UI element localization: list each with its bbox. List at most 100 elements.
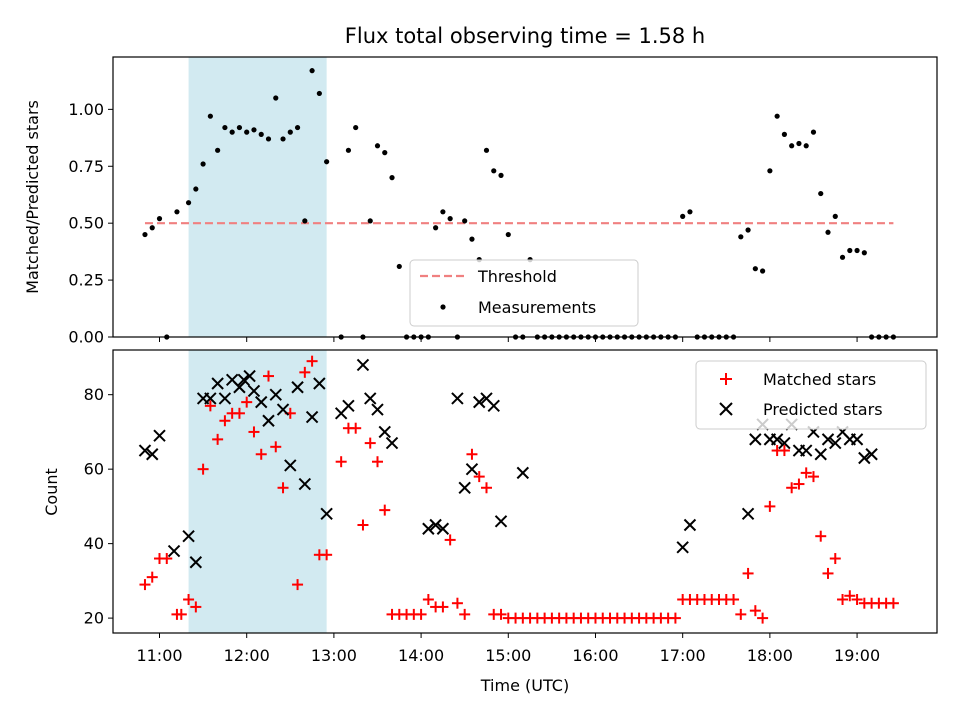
matched-star-marker: [255, 448, 267, 460]
predicted-star-marker: [865, 448, 878, 461]
matched-star-marker: [851, 593, 863, 605]
threshold-legend-label: Threshold: [477, 267, 557, 286]
measurement-point: [462, 218, 468, 224]
bottom-y-tick-label: 40: [84, 534, 104, 553]
measurement-point: [825, 229, 831, 235]
matched-star-marker: [735, 608, 747, 620]
matched-star-marker: [277, 482, 289, 494]
measurement-point: [854, 247, 860, 254]
chart-title: Flux total observing time = 1.58 h: [345, 24, 705, 48]
matched-star-marker: [248, 426, 260, 438]
matched-star-marker: [190, 601, 202, 613]
top-y-tick-label: 0.75: [68, 157, 104, 176]
matched-star-marker: [204, 400, 216, 412]
bottom-legend: Matched stars Predicted stars: [695, 360, 927, 430]
measurement-point: [440, 209, 446, 215]
measurements-legend-handle: [440, 304, 446, 310]
measurement-point: [244, 129, 250, 135]
measurement-point: [469, 236, 475, 242]
measurement-point: [389, 175, 395, 181]
measurement-point: [309, 68, 315, 74]
matched-star-marker: [757, 612, 769, 624]
matched-star-marker: [233, 407, 245, 419]
measurement-point: [752, 266, 758, 272]
measurement-point: [200, 161, 206, 167]
predicted-star-marker: [458, 481, 471, 494]
matched-star-marker: [306, 355, 318, 367]
measurement-point: [353, 124, 359, 131]
measurement-point: [142, 231, 148, 238]
measurement-point: [273, 95, 279, 101]
matched-star-marker: [742, 567, 754, 579]
matched-star-marker: [459, 608, 471, 620]
measurement-point: [367, 218, 373, 224]
measurement-point: [345, 147, 352, 153]
measurement-point: [491, 168, 497, 174]
predicted-star-marker: [276, 403, 290, 416]
predicted-star-marker: [371, 403, 384, 416]
matched-star-marker: [829, 553, 841, 565]
bottom-y-tick-label: 60: [84, 460, 104, 479]
measurement-point: [498, 172, 504, 178]
predicted-star-marker: [683, 518, 697, 532]
top-highlight-span: [188, 57, 327, 337]
matched-star-marker: [379, 504, 391, 516]
matched-star-marker: [212, 433, 224, 445]
measurement-point: [447, 216, 453, 222]
matched-star-marker: [146, 571, 158, 583]
measurement-point: [185, 200, 192, 206]
predicted-star-marker: [858, 451, 871, 465]
measurement-point: [302, 218, 308, 224]
matched-star-marker: [800, 467, 812, 479]
matched-star-marker: [350, 422, 362, 434]
matched-star-marker: [161, 553, 173, 565]
predicted-star-marker: [211, 377, 224, 390]
matched-star-marker: [299, 366, 311, 378]
predicted-star-marker: [356, 358, 370, 372]
top-y-tick-label: 1.00: [68, 100, 104, 119]
matched-star-marker: [321, 549, 333, 561]
measurement-point: [156, 216, 163, 222]
top-legend-box: [409, 259, 639, 327]
measurement-point: [258, 131, 264, 137]
top-y-tick-label: 0.50: [68, 214, 104, 233]
predicted-star-marker: [138, 444, 152, 457]
predicted-star-marker: [749, 433, 762, 446]
measurement-point: [215, 147, 221, 153]
matched-star-marker: [197, 463, 209, 475]
measurement-point: [847, 247, 853, 254]
matched-star-marker: [292, 579, 304, 591]
x-tick-label: 11:00: [136, 646, 182, 665]
measurement-point: [483, 147, 490, 153]
matched-star-marker: [837, 593, 849, 605]
measurement-point: [774, 113, 780, 119]
measurement-point: [832, 213, 838, 219]
measurement-point: [433, 225, 439, 231]
top-y-tick-label: 0.00: [68, 328, 104, 347]
predicted-star-marker: [146, 448, 159, 461]
x-tick-label: 16:00: [572, 646, 618, 665]
predicted-star-marker: [298, 477, 312, 491]
bottom-y-axis-label: Count: [42, 468, 61, 516]
predicted-star-marker: [487, 399, 500, 413]
x-axis-label: Time (UTC): [480, 676, 569, 695]
matched-star-marker: [183, 593, 195, 605]
bottom-plot-frame: [112, 349, 938, 634]
top-legend: Threshold Measurements: [409, 259, 639, 327]
matched-star-marker: [466, 448, 478, 460]
measurement-point: [738, 234, 744, 240]
predicted-star-marker: [814, 448, 827, 461]
matched-star-marker: [669, 612, 681, 624]
matched-star-marker: [495, 608, 507, 620]
matched-star-marker: [480, 482, 492, 494]
measurement-point: [280, 136, 286, 142]
matched-star-marker: [241, 396, 253, 408]
top-y-tick-label: 0.25: [68, 271, 104, 290]
measurement-point: [374, 143, 381, 149]
predicted-star-marker: [182, 529, 195, 543]
matched-star-marker: [415, 608, 427, 620]
predicted-star-marker: [233, 381, 246, 394]
matched-star-marker: [270, 441, 282, 453]
predicted-star-marker: [676, 541, 689, 554]
